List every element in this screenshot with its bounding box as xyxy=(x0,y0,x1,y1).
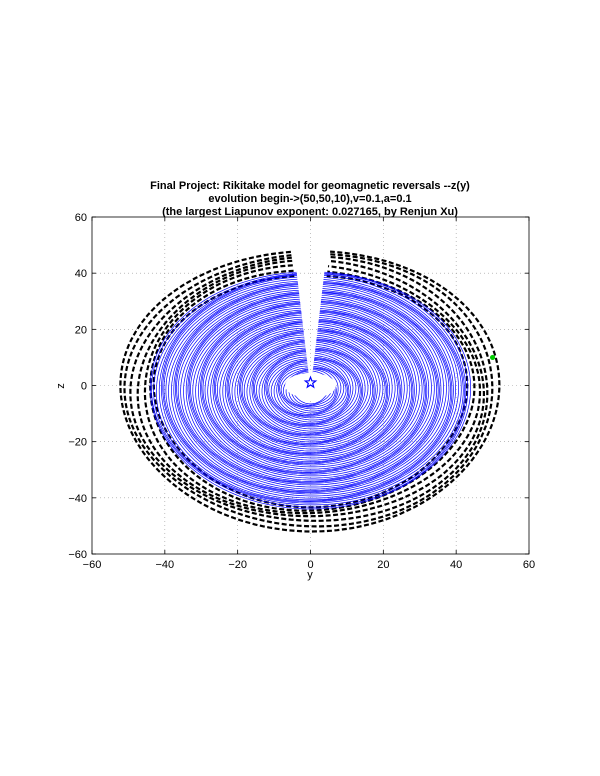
y-tick-label: 40 xyxy=(75,268,87,280)
x-tick-label: 60 xyxy=(523,559,535,571)
y-tick-label: 60 xyxy=(75,212,87,224)
x-tick-label: 20 xyxy=(377,559,389,571)
x-axis-label: y xyxy=(307,569,313,581)
chart-title-line-2: evolution begin->(50,50,10),v=0.1,a=0.1 xyxy=(208,193,411,205)
y-tick-label: −20 xyxy=(68,437,87,449)
plot-area: −60 −40 −20 0 20 40 60 −60 −40 −20 0 20 40 60 xyxy=(68,212,535,571)
y-axis-label: z xyxy=(55,383,67,389)
chart-title-line-3: (the largest Liapunov exponent: 0.027165… xyxy=(162,206,458,218)
x-tick-label: −20 xyxy=(228,559,247,571)
start-star-marker xyxy=(303,375,318,389)
y-tick-label: 0 xyxy=(81,381,87,393)
y-tick-label: −40 xyxy=(68,493,87,505)
ticks: −60 −40 −20 0 20 40 60 −60 −40 −20 0 20 40 60 xyxy=(68,212,535,571)
y-tick-label: 20 xyxy=(75,324,87,336)
y-tick-label: −60 xyxy=(68,549,87,561)
x-tick-label: −60 xyxy=(83,559,102,571)
x-tick-label: 40 xyxy=(450,559,462,571)
chart-title-line-1: Final Project: Rikitake model for geomag… xyxy=(150,180,470,192)
end-point-marker xyxy=(489,354,496,361)
markers xyxy=(303,354,496,389)
x-tick-label: −40 xyxy=(155,559,174,571)
x-tick-label: 0 xyxy=(307,559,313,571)
series-blue-solid-line xyxy=(149,271,471,510)
